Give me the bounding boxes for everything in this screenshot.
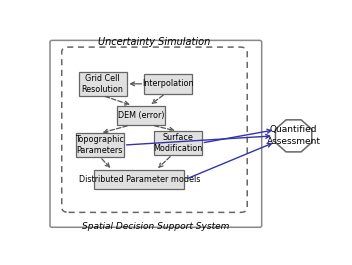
Text: Distributed Parameter models: Distributed Parameter models [79,175,200,184]
FancyBboxPatch shape [154,131,202,155]
FancyBboxPatch shape [79,72,126,96]
Text: Uncertainty Simulation: Uncertainty Simulation [98,37,210,47]
FancyBboxPatch shape [50,40,262,227]
Polygon shape [276,120,312,152]
Text: DEM (error): DEM (error) [118,111,164,120]
Text: Interpolation: Interpolation [142,79,194,88]
Text: Surface
Modification: Surface Modification [153,133,202,153]
Text: Spatial Decision Support System: Spatial Decision Support System [82,222,230,231]
FancyBboxPatch shape [62,47,247,212]
Text: Quantified
Assessment: Quantified Assessment [266,125,321,146]
FancyBboxPatch shape [76,133,124,157]
Text: Topographic
Parameters: Topographic Parameters [75,135,124,155]
FancyBboxPatch shape [94,170,184,189]
Text: Grid Cell
Resolution: Grid Cell Resolution [82,74,124,94]
FancyBboxPatch shape [117,106,165,125]
FancyBboxPatch shape [144,74,192,94]
